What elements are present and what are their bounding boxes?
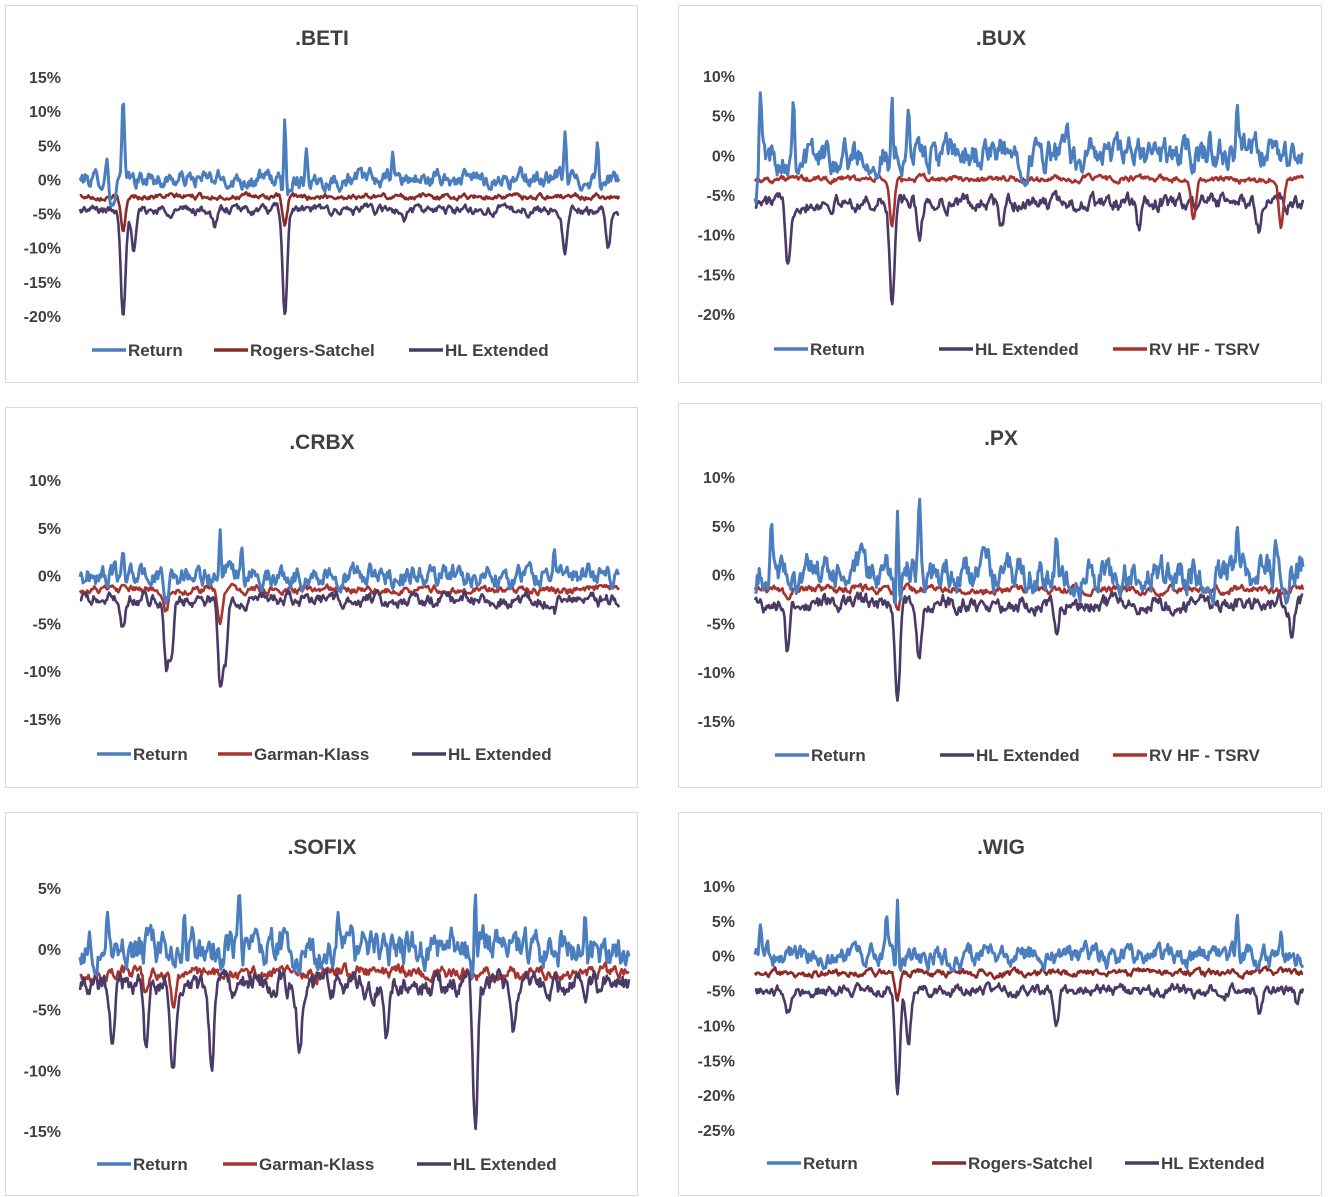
y-tick-label: -10% [698, 1018, 735, 1035]
y-tick-label: -10% [24, 1063, 61, 1080]
legend-label: RV HF - TSRV [1149, 746, 1260, 765]
legend-label: HL Extended [1161, 1154, 1265, 1173]
chart-title: .BUX [976, 27, 1026, 50]
series-line-rogers-satchel [79, 191, 621, 233]
y-tick-label: -10% [698, 665, 735, 682]
chart-svg: .CRBX 10% 5% 0% -5% -10% -15% Return Garman-Kla… [24, 431, 621, 764]
legend-label: Return [811, 746, 866, 765]
y-tick-label: 5% [38, 881, 61, 898]
legend-label: Return [810, 340, 865, 359]
y-tick-label: 0% [38, 172, 61, 189]
legend-label: HL Extended [975, 340, 1079, 359]
legend-label: Garman-Klass [259, 1155, 374, 1174]
series-line-rogers-satchel [753, 965, 1304, 1002]
chart-svg: .WIG 10% 5% 0% -5% -10% -15% -20% -25% Return Rog… [698, 836, 1305, 1173]
series-line-return [78, 893, 631, 980]
series-line-hl-extended [754, 981, 1305, 1096]
legend-label: Return [133, 745, 188, 764]
y-tick-label: 10% [703, 470, 735, 487]
chart-panel-sofix: .SOFIX 5% 0% -5% -10% -15% Return Garman-Klass… [5, 812, 638, 1196]
chart-title: .PX [984, 427, 1018, 450]
y-tick-label: -10% [24, 241, 61, 258]
legend-label: HL Extended [976, 746, 1080, 765]
y-tick-label: -5% [33, 207, 61, 224]
y-tick-label: 0% [38, 942, 61, 959]
legend-label: HL Extended [453, 1155, 557, 1174]
chart-svg: .SOFIX 5% 0% -5% -10% -15% Return Garman-Klass… [24, 836, 631, 1174]
chart-panel-px: .PX 10% 5% 0% -5% -10% -15% Return HL Extended R… [678, 403, 1322, 788]
y-tick-label: -15% [24, 1124, 61, 1141]
legend-label: Rogers-Satchel [250, 341, 375, 360]
legend-label: HL Extended [448, 745, 552, 764]
series-line-return [78, 528, 621, 605]
y-tick-label: -15% [698, 267, 735, 284]
chart-svg: .BUX 10% 5% 0% -5% -10% -15% -20% Return HL Exte… [698, 27, 1305, 359]
legend-label: RV HF - TSRV [1149, 340, 1260, 359]
y-tick-label: 5% [712, 109, 735, 126]
y-tick-label: -5% [707, 616, 735, 633]
y-tick-label: -15% [698, 1053, 735, 1070]
y-tick-label: 0% [712, 568, 735, 585]
y-tick-label: 0% [38, 569, 61, 586]
y-tick-label: -10% [698, 228, 735, 245]
y-tick-label: 10% [703, 879, 735, 896]
y-tick-label: -20% [698, 307, 735, 324]
series-line-return [753, 898, 1305, 973]
chart-panel-crbx: .CRBX 10% 5% 0% -5% -10% -15% Return Garman-Kla… [5, 407, 638, 788]
series-line-return [753, 91, 1304, 205]
chart-svg: .BETI 15% 10% 5% 0% -5% -10% -15% -20% Return Rog… [24, 27, 621, 360]
legend-label: Return [133, 1155, 188, 1174]
series-line-hl-extended [78, 201, 620, 316]
series-line-hl-extended [754, 189, 1305, 306]
y-tick-label: 15% [29, 70, 61, 87]
chart-title: .SOFIX [288, 836, 357, 859]
series-line-hl-extended [79, 589, 621, 688]
y-tick-label: 5% [38, 138, 61, 155]
y-tick-label: -5% [33, 1003, 61, 1020]
y-tick-label: -20% [24, 309, 61, 326]
series-line-return [753, 497, 1305, 606]
series-line-hl-extended [78, 967, 631, 1131]
y-tick-label: -15% [24, 275, 61, 292]
legend-label: Rogers-Satchel [968, 1154, 1093, 1173]
y-tick-label: 0% [712, 148, 735, 165]
legend-label: HL Extended [445, 341, 549, 360]
chart-panel-beti: .BETI 15% 10% 5% 0% -5% -10% -15% -20% Return Rog… [5, 5, 638, 383]
y-tick-label: 5% [712, 519, 735, 536]
legend-label: Garman-Klass [254, 745, 369, 764]
y-tick-label: -15% [698, 714, 735, 731]
y-tick-label: -5% [707, 984, 735, 1001]
series-line-return [78, 102, 621, 208]
y-tick-label: 10% [703, 69, 735, 86]
chart-svg: .PX 10% 5% 0% -5% -10% -15% Return HL Extended R… [698, 427, 1305, 765]
y-tick-label: -25% [698, 1123, 735, 1140]
y-tick-label: -15% [24, 712, 61, 729]
y-tick-label: 10% [29, 473, 61, 490]
y-tick-label: -5% [707, 188, 735, 205]
legend-label: Return [128, 341, 183, 360]
legend-label: Return [803, 1154, 858, 1173]
chart-title: .CRBX [289, 431, 354, 454]
chart-panel-bux: .BUX 10% 5% 0% -5% -10% -15% -20% Return HL Exte… [678, 5, 1322, 383]
y-tick-label: -10% [24, 664, 61, 681]
y-tick-label: 5% [38, 521, 61, 538]
y-tick-label: 0% [712, 949, 735, 966]
y-tick-label: 5% [712, 914, 735, 931]
chart-title: .BETI [295, 27, 349, 50]
chart-title: .WIG [977, 836, 1025, 859]
y-tick-label: -5% [33, 616, 61, 633]
chart-panel-wig: .WIG 10% 5% 0% -5% -10% -15% -20% -25% Return Rog… [678, 812, 1322, 1196]
y-tick-label: -20% [698, 1088, 735, 1105]
y-tick-label: 10% [29, 104, 61, 121]
series-line-hl-extended [753, 590, 1304, 702]
